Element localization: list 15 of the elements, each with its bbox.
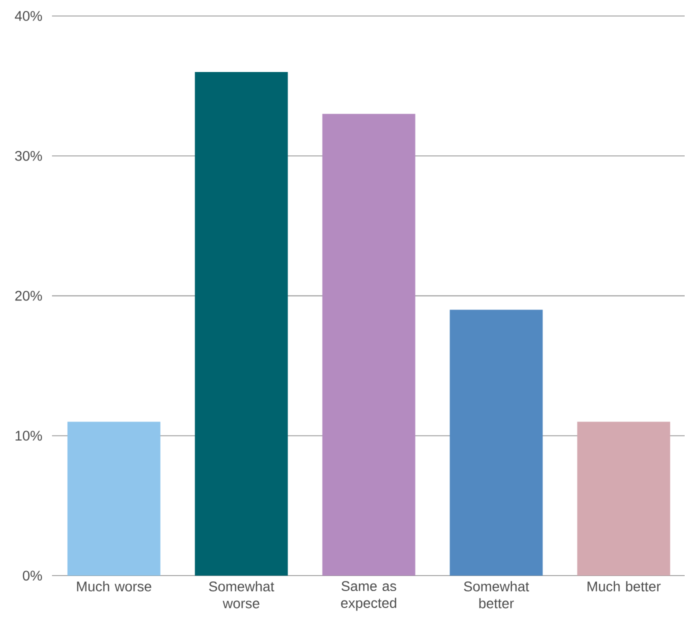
x-tick-label: Much worse [77,581,152,592]
y-tick-label: 40% [14,11,42,22]
y-tick-label: 30% [15,151,42,162]
bar [322,114,416,576]
bar [67,422,160,576]
bar [450,310,543,576]
x-tick-label: Much better [588,581,661,592]
x-tick-label: Somewhat better [464,581,530,609]
x-tick-label: Same as expected [341,581,396,611]
y-tick-label: 20% [15,291,42,301]
y-tick-label: 0% [22,570,42,581]
bar [577,422,670,576]
bar [194,72,288,576]
x-tick-label: Somewhat worse [209,581,274,609]
y-tick-label: 10% [16,430,42,441]
